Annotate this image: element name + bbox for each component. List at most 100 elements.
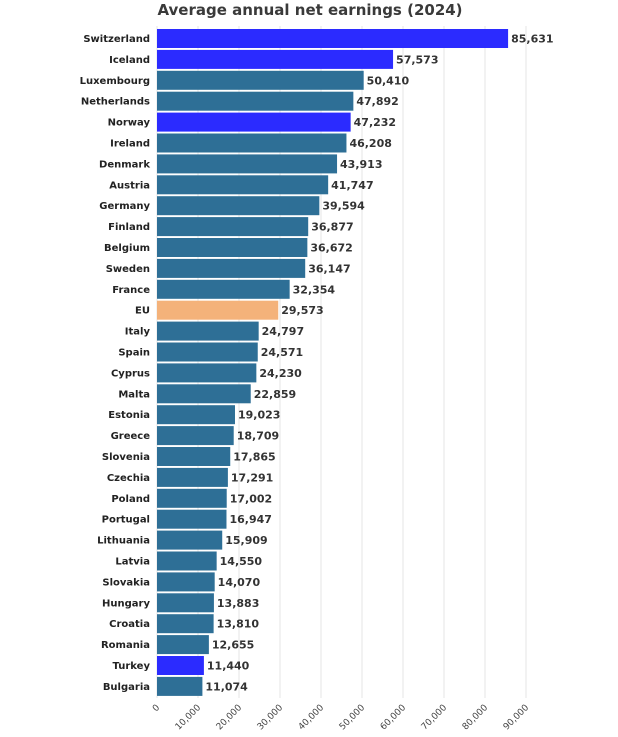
x-tick-label: 20,000: [215, 703, 245, 733]
category-label: Cyprus: [111, 368, 150, 379]
bar: [157, 175, 329, 195]
category-label: Denmark: [99, 159, 150, 170]
bar: [157, 49, 394, 69]
value-label: 29,573: [281, 304, 323, 317]
category-label: Hungary: [102, 598, 150, 609]
category-label: Netherlands: [81, 97, 150, 108]
bar: [157, 488, 227, 508]
bar: [157, 635, 209, 655]
bar: [157, 217, 309, 237]
bar: [157, 133, 347, 153]
value-label: 57,573: [396, 53, 438, 66]
category-label: Estonia: [108, 410, 150, 421]
bar: [157, 238, 308, 257]
value-label: 85,631: [511, 33, 553, 46]
chart-title: Average annual net earnings (2024): [157, 1, 462, 19]
value-label: 24,230: [259, 367, 302, 380]
category-label: Greece: [111, 431, 151, 442]
bar: [157, 426, 234, 446]
category-label: Poland: [111, 494, 150, 505]
bars: [157, 29, 509, 696]
category-label: France: [112, 285, 150, 296]
bar: [157, 321, 259, 341]
value-label: 11,074: [205, 680, 248, 693]
value-label: 17,002: [230, 492, 272, 505]
value-label: 47,232: [354, 116, 396, 129]
value-label: 19,023: [238, 409, 280, 422]
x-axis-ticks: 0 10,000 20,000 30,000 40,000 50,000 60,000 70,…: [151, 703, 531, 733]
value-label: 36,672: [310, 242, 352, 255]
category-label: Norway: [108, 118, 151, 129]
bar: [157, 447, 231, 466]
x-tick-label: 0: [151, 703, 162, 714]
category-label: Ireland: [110, 139, 150, 150]
value-label: 17,865: [233, 451, 275, 464]
x-tick-label: 40,000: [297, 703, 327, 733]
category-label: Italy: [125, 327, 151, 338]
value-label: 22,859: [254, 388, 296, 401]
bar: [157, 112, 351, 132]
value-label: 39,594: [322, 200, 365, 213]
category-label: Slovakia: [102, 577, 150, 588]
value-label: 18,709: [237, 430, 279, 443]
x-tick-label: 30,000: [256, 703, 286, 733]
value-label: 24,797: [262, 325, 304, 338]
x-tick-label: 90,000: [502, 703, 532, 733]
category-label: Belgium: [104, 243, 150, 254]
bar: [157, 342, 258, 362]
x-tick-label: 80,000: [461, 703, 491, 733]
category-label: Spain: [118, 348, 150, 359]
x-tick-label: 10,000: [174, 703, 204, 733]
bar: [157, 467, 228, 487]
bar: [157, 154, 338, 174]
bar: [157, 29, 509, 48]
bar: [157, 363, 257, 383]
value-label: 43,913: [340, 158, 382, 171]
bar: [157, 70, 364, 90]
category-label: Croatia: [109, 619, 150, 630]
value-label: 17,291: [231, 471, 273, 484]
value-label: 46,208: [349, 137, 391, 150]
bar: [157, 405, 235, 425]
bar: [157, 300, 279, 320]
bar: [157, 676, 203, 696]
category-label: Lithuania: [97, 536, 150, 547]
bar: [157, 572, 215, 592]
category-label: Czechia: [107, 473, 150, 484]
bar: [157, 614, 214, 634]
bar: [157, 551, 217, 571]
value-label: 11,440: [207, 660, 250, 673]
value-label: 32,354: [293, 283, 336, 296]
value-label: 24,571: [261, 346, 303, 359]
category-label: Portugal: [102, 515, 150, 526]
x-tick-label: 50,000: [338, 703, 368, 733]
category-label: Latvia: [115, 557, 150, 568]
category-label: Switzerland: [83, 34, 150, 45]
value-label: 41,747: [331, 179, 373, 192]
category-label: Finland: [108, 222, 150, 233]
bar: [157, 279, 290, 299]
value-label: 14,070: [218, 576, 261, 589]
bar: [157, 91, 354, 111]
category-label: Bulgaria: [103, 682, 150, 693]
category-label: Iceland: [109, 55, 150, 66]
category-label: Luxembourg: [80, 76, 150, 87]
value-label: 50,410: [367, 74, 410, 87]
category-label: Romania: [101, 640, 150, 651]
category-label: Sweden: [106, 264, 150, 275]
x-tick-label: 60,000: [379, 703, 409, 733]
category-labels: Switzerland Iceland Luxembourg Netherlands N…: [80, 34, 151, 693]
value-label: 36,147: [308, 262, 350, 275]
value-label: 15,909: [225, 534, 267, 547]
category-label: Germany: [99, 201, 150, 212]
bar: [157, 196, 320, 216]
x-tick-label: 70,000: [420, 703, 450, 733]
category-label: Malta: [118, 389, 150, 400]
bar: [157, 593, 214, 613]
value-label: 47,892: [356, 95, 398, 108]
value-labels: 85,631 57,573 50,410 47,892 47,232 46,208 43,9…: [205, 33, 553, 694]
bar: [157, 258, 306, 278]
value-label: 36,877: [311, 221, 353, 234]
category-label: EU: [135, 306, 150, 317]
